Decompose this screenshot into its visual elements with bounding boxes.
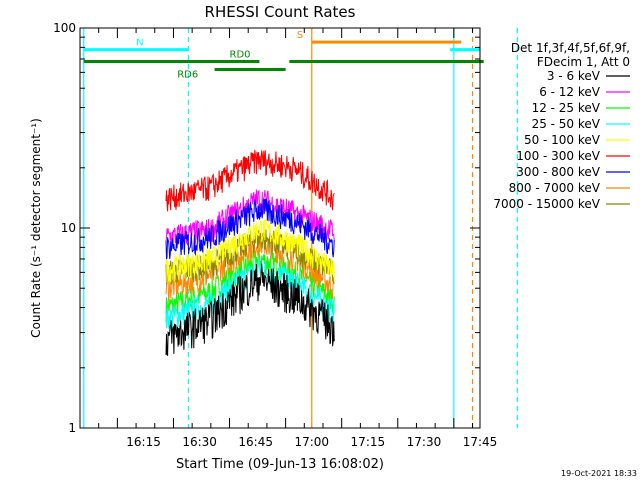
series-line-50-100kev <box>165 218 335 283</box>
legend-label: 800 - 7000 keV <box>509 181 601 195</box>
y-axis-label: Count Rate (s⁻¹ detector segment⁻¹) <box>29 118 43 338</box>
series-line-300-800kev <box>165 198 335 260</box>
x-axis-label: Start Time (09-Jun-13 16:08:02) <box>176 457 384 472</box>
x-tick-label: 17:45 <box>463 435 498 449</box>
legend-label: 6 - 12 keV <box>539 85 601 99</box>
legend: Det 1f,3f,4f,5f,6f,9f, FDecim 1, Att 0 3… <box>493 41 630 211</box>
legend-header-line-1: Det 1f,3f,4f,5f,6f,9f, <box>511 41 630 55</box>
plot-content: N RD0 RD6 S <box>83 28 518 428</box>
legend-label: 50 - 100 keV <box>524 133 601 147</box>
flag-n-label: N <box>136 38 143 49</box>
x-tick-label: 17:15 <box>351 435 386 449</box>
legend-header-line-2: FDecim 1, Att 0 <box>537 55 630 69</box>
flag-s-label: S <box>297 30 303 41</box>
series-line-25-50kev <box>165 257 335 332</box>
legend-items: 3 - 6 keV 6 - 12 keV 12 - 25 keV 25 - 50 ke… <box>493 69 630 211</box>
y-axis: 1 10 100 <box>53 21 480 435</box>
legend-label: 100 - 300 keV <box>516 149 600 163</box>
x-axis: 16:15 16:30 16:45 17:00 17:15 17:30 17:45 <box>98 28 498 449</box>
legend-label: 3 - 6 keV <box>547 69 601 83</box>
series-line-100-300kev <box>165 149 335 212</box>
chart-title: RHESSI Count Rates <box>205 3 356 21</box>
x-tick-label: 16:15 <box>126 435 161 449</box>
legend-label: 25 - 50 keV <box>532 117 601 131</box>
legend-label: 7000 - 15000 keV <box>493 197 600 211</box>
flag-rd0-label: RD0 <box>230 49 251 60</box>
series-line-3-6kev <box>165 263 335 356</box>
flag-rd6-label: RD6 <box>177 70 198 81</box>
x-tick-label: 17:00 <box>294 435 329 449</box>
y-tick-label: 1 <box>68 421 76 435</box>
x-tick-label: 16:45 <box>238 435 273 449</box>
footer-timestamp: 19-Oct-2021 18:33 <box>561 469 637 478</box>
legend-label: 12 - 25 keV <box>532 101 601 115</box>
x-tick-label: 17:30 <box>407 435 442 449</box>
y-tick-label: 10 <box>61 221 76 235</box>
y-tick-label: 100 <box>53 21 76 35</box>
x-tick-label: 16:30 <box>182 435 217 449</box>
legend-label: 300 - 800 keV <box>516 165 600 179</box>
